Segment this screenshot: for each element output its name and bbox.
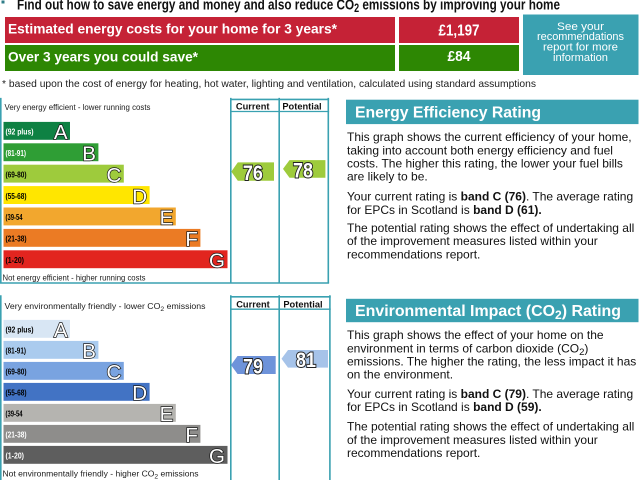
svg-text:(69-80): (69-80)	[6, 169, 27, 179]
svg-text:are likely to be.: are likely to be.	[347, 170, 428, 184]
svg-text:(21-38): (21-38)	[6, 234, 27, 244]
svg-text:information: information	[553, 52, 608, 64]
svg-text:Not environmentally friendly -: Not environmentally friendly - higher CO…	[3, 468, 199, 480]
svg-text:E: E	[160, 207, 174, 230]
svg-text:Energy Efficiency Rating: Energy Efficiency Rating	[355, 105, 541, 122]
svg-text:taking into account both energ: taking into account both energy efficien…	[347, 143, 613, 157]
svg-text:The potential rating shows the: The potential rating shows the effect of…	[347, 221, 634, 235]
svg-text:recommendations report.: recommendations report.	[347, 247, 480, 261]
svg-text:D: D	[132, 185, 147, 208]
svg-text:Current: Current	[236, 300, 270, 310]
svg-text:(55-68): (55-68)	[6, 191, 27, 201]
svg-text:(39-54: (39-54	[6, 212, 23, 222]
svg-text:(92 plus): (92 plus)	[6, 127, 34, 137]
svg-text:for EPCs in Scotland is band D: for EPCs in Scotland is band D (59).	[347, 400, 542, 414]
svg-text:of the improvement measures li: of the improvement measures listed withi…	[347, 433, 598, 447]
svg-text:F: F	[185, 228, 198, 251]
svg-text:Your current rating is band C: Your current rating is band C (76). The …	[347, 190, 633, 204]
svg-text:Potential: Potential	[282, 101, 321, 111]
svg-text:B: B	[82, 340, 96, 363]
svg-text:Very energy efficient - lower: Very energy efficient - lower running co…	[5, 102, 151, 112]
svg-text:* based upon the cost of energ: * based upon the cost of energy for heat…	[2, 79, 536, 90]
svg-text:recommendations report.: recommendations report.	[347, 446, 480, 460]
svg-text:79: 79	[243, 355, 263, 378]
svg-text:C: C	[106, 164, 121, 187]
svg-text:Not energy efficient - higher: Not energy efficient - higher running co…	[3, 272, 146, 282]
svg-text:(81-91): (81-91)	[6, 148, 27, 158]
svg-text:for EPCs in Scotland is band D: for EPCs in Scotland is band D (61).	[347, 203, 542, 217]
svg-text:Your current rating is band C: Your current rating is band C (79). The …	[347, 387, 633, 401]
svg-text:(92 plus): (92 plus)	[6, 325, 34, 335]
svg-text:(1-20): (1-20)	[6, 451, 25, 461]
svg-text:£1,197: £1,197	[439, 23, 480, 40]
svg-text:D: D	[132, 382, 147, 405]
svg-text:A: A	[54, 319, 68, 342]
svg-text:The potential rating shows the: The potential rating shows the effect of…	[347, 420, 634, 434]
svg-text:Find out how to save energy an: Find out how to save energy and money an…	[17, 0, 560, 15]
svg-text:C: C	[106, 361, 121, 384]
svg-text:report for more: report for more	[543, 42, 618, 54]
svg-text:(21-38): (21-38)	[6, 430, 27, 440]
svg-text:B: B	[82, 143, 96, 166]
svg-text:78: 78	[293, 159, 313, 182]
svg-text:costs. The higher this rating,: costs. The higher this rating, the lower…	[347, 156, 623, 170]
svg-text:Environmental Impact (CO2) Rat: Environmental Impact (CO 2) Rating	[355, 303, 621, 322]
svg-text:Very environmentally friendly: Very environmentally friendly - lower CO…	[5, 301, 206, 313]
svg-text:environment in terms of carbon: environment in terms of carbon dioxide (…	[347, 341, 588, 358]
svg-text:(69-80): (69-80)	[6, 367, 27, 377]
svg-text:of the improvement measures li: of the improvement measures listed withi…	[347, 234, 598, 248]
svg-text:E: E	[160, 403, 174, 426]
svg-text:81: 81	[296, 349, 316, 372]
svg-text:recommendations: recommendations	[537, 31, 624, 43]
svg-text:G: G	[209, 250, 225, 273]
svg-text:(1-20): (1-20)	[6, 255, 25, 265]
svg-text:(39-54: (39-54	[6, 409, 23, 419]
svg-text:76: 76	[243, 162, 263, 185]
svg-text:Current: Current	[236, 101, 270, 111]
svg-text:emissions. The higher the rati: emissions. The higher the rating, the le…	[347, 354, 636, 368]
svg-text:(81-91): (81-91)	[6, 346, 27, 356]
svg-text:Potential: Potential	[283, 300, 322, 310]
svg-text:G: G	[209, 445, 225, 468]
svg-text:on the environment.: on the environment.	[347, 368, 453, 382]
svg-text:Over 3 years you could save*: Over 3 years you could save*	[8, 49, 199, 65]
svg-text:F: F	[185, 424, 198, 447]
svg-text:A: A	[54, 121, 68, 144]
svg-text:See your: See your	[557, 21, 604, 33]
svg-text:Estimated energy costs for you: Estimated energy costs for your home for…	[8, 20, 338, 36]
svg-text:This graph shows the current e: This graph shows the current efficiency …	[347, 130, 632, 144]
svg-text:£84: £84	[448, 48, 472, 65]
svg-text:(55-68): (55-68)	[6, 388, 27, 398]
svg-text:This graph shows the effect of: This graph shows the effect of your home…	[347, 328, 604, 342]
